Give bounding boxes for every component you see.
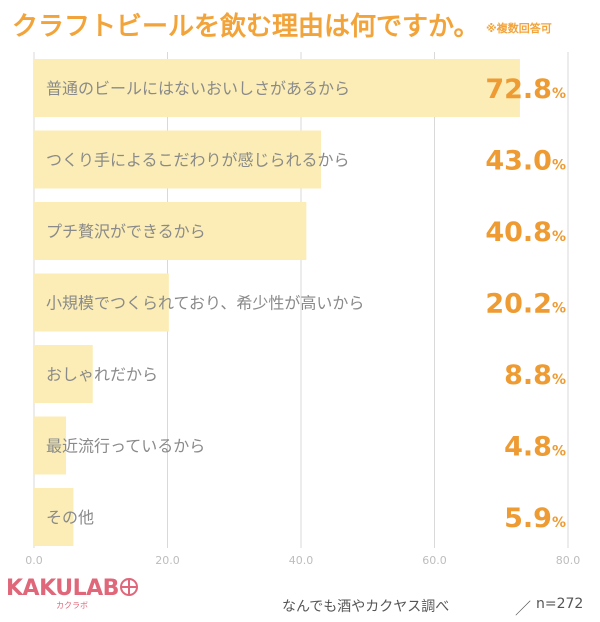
category-label: その他 bbox=[46, 508, 94, 527]
sample-size: n=272 bbox=[536, 596, 584, 612]
category-label: プチ贅沢ができるから bbox=[46, 222, 206, 241]
data-label: 20.2% bbox=[485, 289, 566, 320]
chart-title: クラフトビールを飲む理由は何ですか。 bbox=[12, 12, 480, 42]
category-label: つくり手によるこだわりが感じられるから bbox=[46, 151, 350, 170]
bar bbox=[34, 59, 520, 117]
bar bbox=[34, 130, 322, 189]
data-label: 43.0% bbox=[485, 146, 566, 177]
category-label: 小規模でつくられており、希少性が高いから bbox=[46, 294, 364, 313]
survey-source: なんでも酒やカクヤス調べ bbox=[282, 599, 450, 615]
x-tick-label: 20.0 bbox=[155, 554, 180, 567]
x-tick-label: 80.0 bbox=[556, 554, 581, 567]
bar bbox=[34, 273, 169, 332]
data-label: 8.8% bbox=[504, 360, 566, 391]
category-label: おしゃれだから bbox=[46, 365, 158, 384]
x-tick-label: 40.0 bbox=[289, 554, 314, 567]
category-label: 普通のビールにはないおいしさがあるから bbox=[46, 79, 350, 98]
multiple-answer-note: ※複数回答可 bbox=[486, 22, 552, 35]
bar bbox=[34, 345, 93, 403]
data-label: 4.8% bbox=[504, 432, 566, 463]
data-label: 5.9% bbox=[504, 503, 566, 534]
x-tick-label: 0.0 bbox=[25, 554, 43, 567]
source-divider: ／ bbox=[515, 599, 532, 618]
logo-text: KAKULAB bbox=[6, 576, 119, 601]
x-tick-label: 60.0 bbox=[422, 554, 447, 567]
logo-subtitle: カクラボ bbox=[56, 601, 88, 610]
category-label: 最近流行っているから bbox=[46, 437, 205, 456]
bar bbox=[34, 416, 67, 475]
logo-cross-icon bbox=[119, 578, 138, 596]
kakulabo-logo: KAKULAB bbox=[6, 578, 138, 600]
bar bbox=[34, 488, 74, 546]
data-label: 72.8% bbox=[485, 74, 566, 105]
bar bbox=[34, 202, 307, 260]
data-label: 40.8% bbox=[485, 217, 566, 248]
